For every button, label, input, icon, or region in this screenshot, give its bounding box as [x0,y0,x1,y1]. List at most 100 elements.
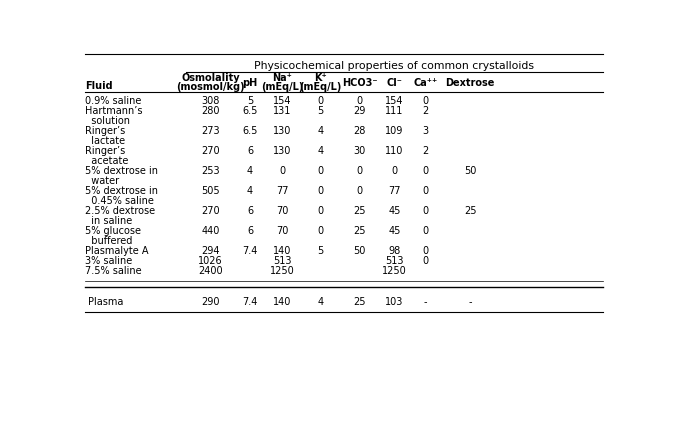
Text: 50: 50 [353,246,365,256]
Text: 0: 0 [423,186,429,196]
Text: 103: 103 [385,297,404,307]
Text: 5: 5 [247,96,253,106]
Text: 25: 25 [353,226,365,236]
Text: (mEq/L): (mEq/L) [261,82,304,92]
Text: 140: 140 [273,246,291,256]
Text: Dextrose: Dextrose [446,78,495,88]
Text: 0: 0 [318,96,324,106]
Text: Ringer’s: Ringer’s [85,126,125,136]
Text: pH: pH [242,78,258,88]
Text: 2400: 2400 [198,266,223,276]
Text: Cl⁻: Cl⁻ [386,78,402,88]
Text: Ca⁺⁺: Ca⁺⁺ [414,78,438,88]
Text: 7.5% saline: 7.5% saline [85,266,142,276]
Text: 270: 270 [201,206,219,216]
Text: Plasma: Plasma [88,297,124,307]
Text: 45: 45 [388,226,400,236]
Text: 0: 0 [423,166,429,176]
Text: 280: 280 [201,106,219,116]
Text: 4: 4 [247,166,253,176]
Text: (mEq/L): (mEq/L) [299,82,342,92]
Text: 111: 111 [385,106,404,116]
Text: 3: 3 [423,126,429,136]
Text: 6: 6 [247,146,253,156]
Text: 270: 270 [201,146,219,156]
Text: 290: 290 [201,297,219,307]
Text: 25: 25 [464,206,476,216]
Text: -: - [468,297,472,307]
Text: (mosmol/kg): (mosmol/kg) [176,82,245,92]
Text: 2: 2 [423,146,429,156]
Text: 6: 6 [247,206,253,216]
Text: 513: 513 [385,256,404,266]
Text: 5% dextrose in: 5% dextrose in [85,166,158,176]
Text: 130: 130 [273,146,291,156]
Text: 25: 25 [353,206,365,216]
Text: 154: 154 [385,96,404,106]
Text: 70: 70 [276,226,289,236]
Text: 0: 0 [357,166,363,176]
Text: 5% glucose: 5% glucose [85,226,141,236]
Text: 5% dextrose in: 5% dextrose in [85,186,158,196]
Text: 513: 513 [273,256,291,266]
Text: 1026: 1026 [198,256,223,266]
Text: solution: solution [85,116,130,126]
Text: 0: 0 [318,226,324,236]
Text: -: - [424,297,427,307]
Text: 0: 0 [318,206,324,216]
Text: 109: 109 [385,126,404,136]
Text: 29: 29 [353,106,365,116]
Text: 0: 0 [318,186,324,196]
Text: buffered: buffered [85,236,133,246]
Text: 2: 2 [423,106,429,116]
Text: 131: 131 [273,106,291,116]
Text: 0: 0 [357,96,363,106]
Text: 0: 0 [423,256,429,266]
Text: 273: 273 [201,126,219,136]
Text: 0: 0 [357,186,363,196]
Text: 0: 0 [279,166,285,176]
Text: Osmolality: Osmolality [181,73,240,83]
Text: 7.4: 7.4 [242,246,258,256]
Text: 98: 98 [388,246,400,256]
Text: Fluid: Fluid [85,81,113,91]
Text: Na⁺: Na⁺ [273,73,292,83]
Text: in saline: in saline [85,216,133,226]
Text: 0.45% saline: 0.45% saline [85,196,154,206]
Text: K⁺: K⁺ [314,73,327,83]
Text: 0: 0 [423,226,429,236]
Text: Physicochemical properties of common crystalloids: Physicochemical properties of common cry… [254,61,534,71]
Text: 0: 0 [423,246,429,256]
Text: 45: 45 [388,206,400,216]
Text: water: water [85,176,119,186]
Text: 4: 4 [318,146,324,156]
Text: Hartmann’s: Hartmann’s [85,106,143,116]
Text: 0.9% saline: 0.9% saline [85,96,141,106]
Text: 1250: 1250 [270,266,295,276]
Text: 4: 4 [318,297,324,307]
Text: HCO3⁻: HCO3⁻ [342,78,378,88]
Text: 28: 28 [353,126,365,136]
Text: 505: 505 [201,186,219,196]
Text: Ringer’s: Ringer’s [85,146,125,156]
Text: 6.5: 6.5 [242,126,258,136]
Text: 0: 0 [423,206,429,216]
Text: Plasmalyte A: Plasmalyte A [85,246,149,256]
Text: 110: 110 [385,146,404,156]
Text: 7.4: 7.4 [242,297,258,307]
Text: 0: 0 [423,96,429,106]
Text: 25: 25 [353,297,365,307]
Text: 77: 77 [276,186,289,196]
Text: 3% saline: 3% saline [85,256,133,266]
Text: 140: 140 [273,297,291,307]
Text: 50: 50 [464,166,476,176]
Text: 0: 0 [392,166,398,176]
Text: 4: 4 [247,186,253,196]
Text: 5: 5 [317,246,324,256]
Text: 4: 4 [318,126,324,136]
Text: 6.5: 6.5 [242,106,258,116]
Text: 154: 154 [273,96,291,106]
Text: 0: 0 [318,166,324,176]
Text: 440: 440 [201,226,219,236]
Text: 308: 308 [201,96,219,106]
